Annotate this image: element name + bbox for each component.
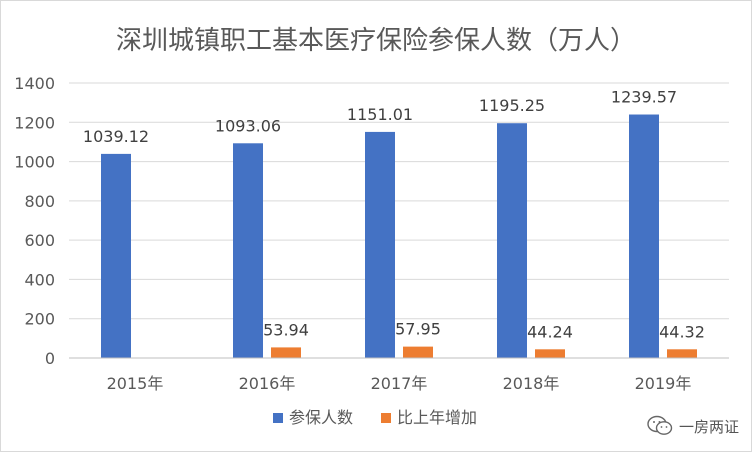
data-label: 44.24 [527, 322, 573, 341]
y-tick-label: 600 [24, 231, 55, 250]
bar-increase [271, 347, 301, 358]
bar-enrollment [497, 123, 527, 358]
legend-label: 参保人数 [289, 408, 353, 427]
x-tick-label: 2015年 [107, 374, 164, 393]
legend-label: 比上年增加 [397, 408, 477, 427]
data-label: 1039.12 [83, 127, 149, 146]
legend-swatch [273, 413, 283, 423]
bar-increase [403, 346, 433, 358]
data-label: 1195.25 [479, 96, 545, 115]
chart-title: 深圳城镇职工基本医疗保险参保人数（万人） [116, 26, 636, 56]
legend-swatch [381, 413, 391, 423]
y-tick-label: 1200 [14, 113, 55, 132]
data-label: 1151.01 [347, 105, 413, 124]
y-tick-label: 1000 [14, 153, 55, 172]
y-tick-label: 200 [24, 310, 55, 329]
x-tick-label: 2018年 [503, 374, 560, 393]
wechat-icon [647, 415, 673, 435]
data-label: 44.32 [659, 322, 705, 341]
watermark-text: 一房两证 [678, 417, 739, 436]
bar-enrollment [233, 143, 263, 358]
y-tick-label: 0 [45, 349, 55, 368]
x-tick-label: 2017年 [371, 374, 428, 393]
bar-increase [535, 349, 565, 358]
y-tick-label: 1400 [14, 74, 55, 93]
data-label: 1093.06 [215, 116, 281, 135]
x-tick-label: 2016年 [239, 374, 296, 393]
bar-enrollment [101, 153, 131, 358]
y-tick-label: 400 [24, 270, 55, 289]
bar-enrollment [365, 131, 395, 358]
data-label: 53.94 [263, 320, 309, 339]
bar-increase [667, 349, 697, 358]
x-tick-label: 2019年 [635, 374, 692, 393]
data-label: 57.95 [395, 320, 441, 339]
y-tick-label: 800 [24, 192, 55, 211]
bar-enrollment [629, 114, 659, 359]
data-label: 1239.57 [611, 88, 677, 107]
watermark: 一房两证 [647, 415, 739, 437]
